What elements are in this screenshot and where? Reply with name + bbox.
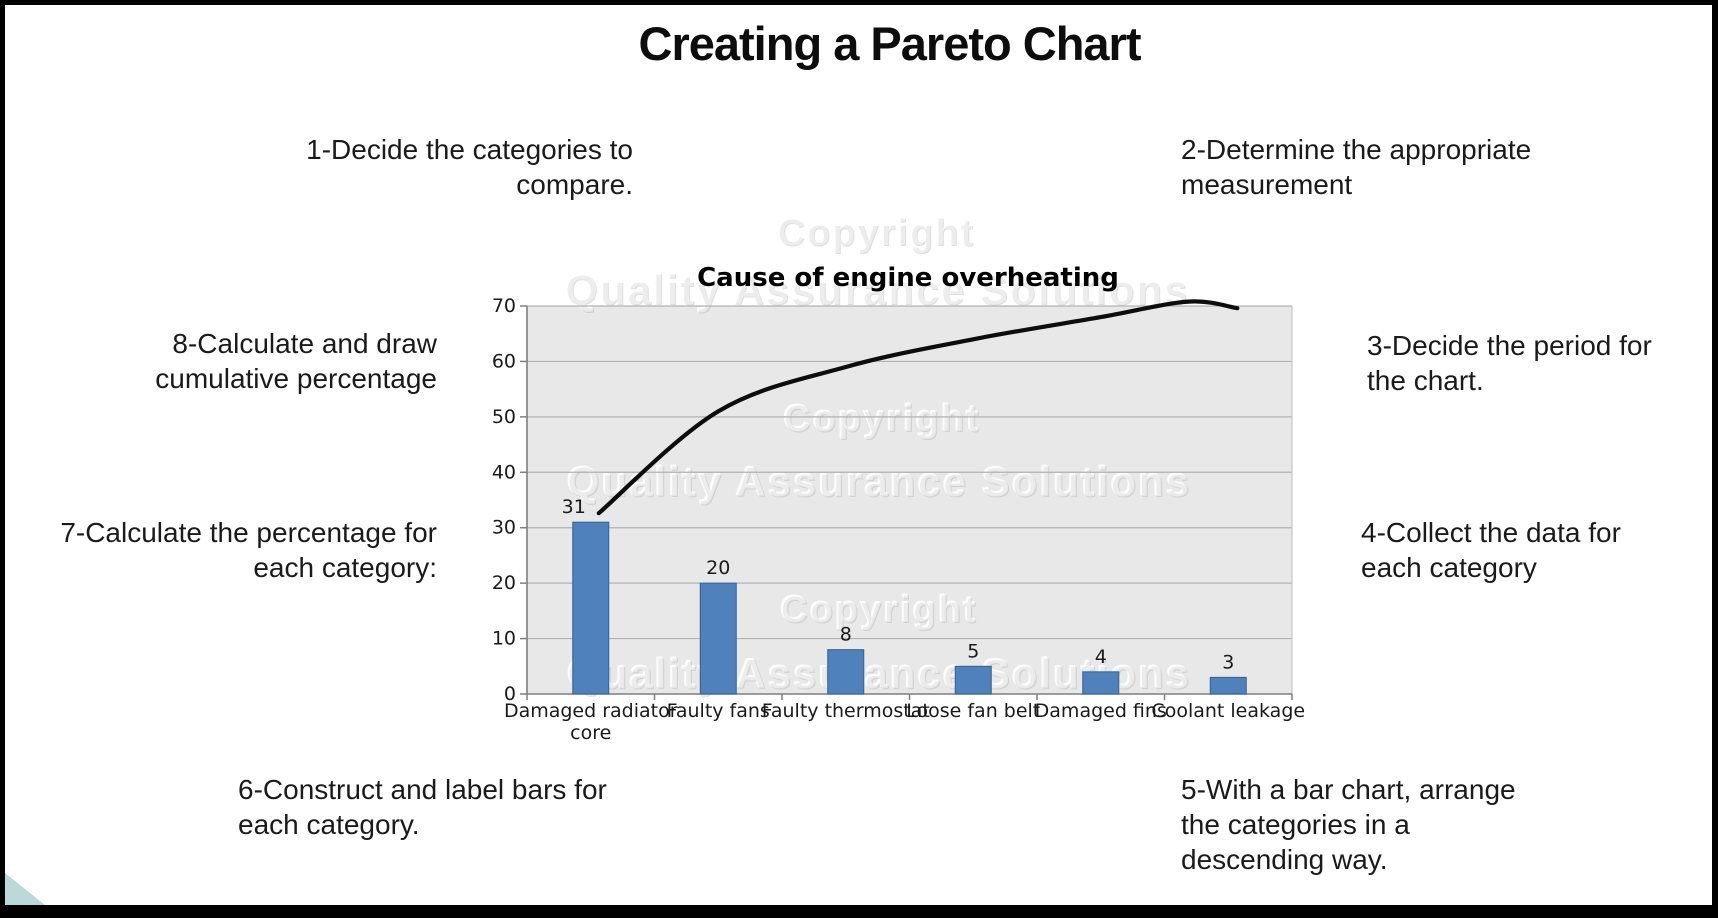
corner-decoration xyxy=(5,873,45,905)
x-category-label: Coolant leakage xyxy=(1151,700,1305,722)
step-6-text: 6-Construct and label bars for each cate… xyxy=(238,774,607,840)
pareto-chart: 0 10 20 30 40 50 60 70 31 20 8 5 4 3 Damaged radiator c… xyxy=(492,263,1305,744)
bar xyxy=(572,521,610,695)
cumulative-line xyxy=(596,299,1240,516)
bar xyxy=(954,665,992,695)
watermark-text: Copyright xyxy=(777,212,975,254)
slide: Creating a Pareto Chart 1-Decide the cat… xyxy=(5,5,1712,905)
bar-value-label: 3 xyxy=(1222,651,1234,673)
bar-value-label: 8 xyxy=(840,624,852,646)
step-5-text: 5-With a bar chart, arrange the categori… xyxy=(1181,774,1516,875)
bar-value-label: 4 xyxy=(1095,646,1107,668)
x-category-label: Faulty thermostat xyxy=(762,700,930,722)
x-category-label: Loose fan belt xyxy=(906,700,1040,722)
watermark-text: Quality Assurance Solutions xyxy=(566,458,1192,505)
watermark-text: Copyright xyxy=(783,398,981,440)
bar xyxy=(827,649,865,695)
x-category-label: Faulty fans xyxy=(667,700,770,722)
bar xyxy=(699,582,737,695)
watermark-text: Quality Assurance Solutions xyxy=(564,266,1190,313)
chart-plot-background xyxy=(527,306,1292,694)
step-3-text: 3-Decide the period for the chart. xyxy=(1367,330,1652,396)
step-1-text: 1-Decide the categories to compare. xyxy=(306,134,633,200)
bar-value-label: 20 xyxy=(706,557,730,579)
watermark-text: Copyright xyxy=(780,589,978,631)
x-category-label: Damaged radiator core xyxy=(504,700,678,744)
bar xyxy=(1209,676,1247,695)
step-2-text: 2-Determine the appropriate measurement xyxy=(1181,134,1532,200)
x-category-label: Damaged fins xyxy=(1035,700,1167,722)
y-tick-label: 0 xyxy=(504,683,516,705)
y-tick-label: 20 xyxy=(492,572,516,594)
bar xyxy=(1082,671,1120,695)
chart-title: Cause of engine overheating xyxy=(697,263,1119,293)
y-tick-label: 40 xyxy=(492,461,516,483)
y-tick-label: 10 xyxy=(492,628,516,650)
step-7-text: 7-Calculate the percentage for each cate… xyxy=(60,517,437,583)
step-8-text: 8-Calculate and draw cumulative percenta… xyxy=(155,328,437,394)
y-tick-label: 50 xyxy=(492,406,516,428)
bar-value-label: 31 xyxy=(562,496,586,518)
y-tick-label: 60 xyxy=(492,350,516,372)
step-4-text: 4-Collect the data for each category xyxy=(1361,517,1621,583)
y-tick-label: 70 xyxy=(492,295,516,317)
slide-title: Creating a Pareto Chart xyxy=(638,17,1142,70)
bar-value-label: 5 xyxy=(967,640,979,662)
y-tick-label: 30 xyxy=(492,517,516,539)
